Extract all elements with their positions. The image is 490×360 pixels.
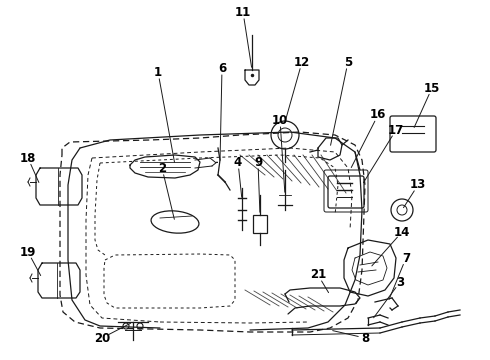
Text: 18: 18 <box>20 152 36 165</box>
Text: 16: 16 <box>370 108 386 122</box>
Text: 7: 7 <box>402 252 410 265</box>
Text: 10: 10 <box>272 113 288 126</box>
Text: 9: 9 <box>254 156 262 168</box>
Text: 11: 11 <box>235 5 251 18</box>
Text: 2: 2 <box>158 162 166 175</box>
Text: 17: 17 <box>388 123 404 136</box>
Text: 14: 14 <box>394 225 410 238</box>
Text: 13: 13 <box>410 179 426 192</box>
Text: 4: 4 <box>234 156 242 168</box>
Text: 6: 6 <box>218 62 226 75</box>
Text: 12: 12 <box>294 55 310 68</box>
Text: 20: 20 <box>94 332 110 345</box>
Text: 1: 1 <box>154 66 162 78</box>
Text: 8: 8 <box>361 332 369 345</box>
Text: 19: 19 <box>20 246 36 258</box>
Text: 5: 5 <box>344 55 352 68</box>
Text: 15: 15 <box>424 81 440 94</box>
Bar <box>253 215 267 233</box>
Text: 21: 21 <box>310 269 326 282</box>
Text: 3: 3 <box>396 275 404 288</box>
